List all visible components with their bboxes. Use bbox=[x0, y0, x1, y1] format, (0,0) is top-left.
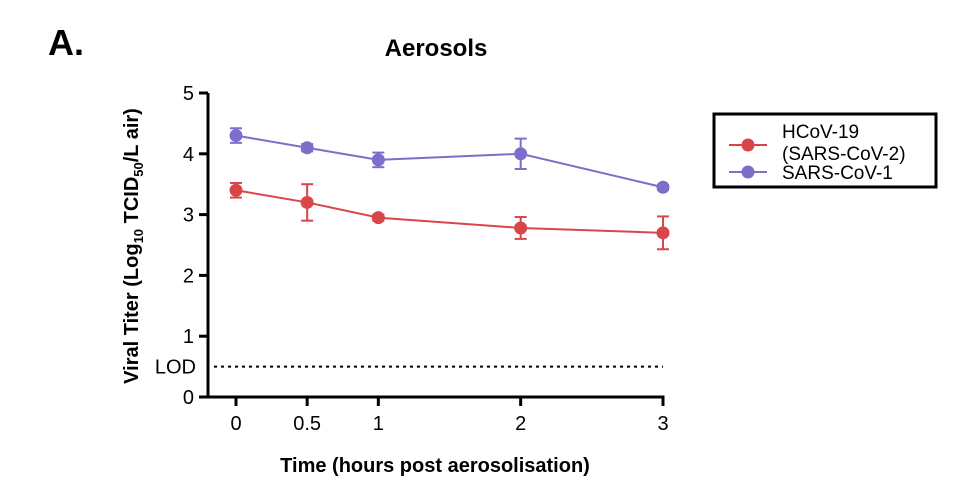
y-tick-label: 4 bbox=[183, 144, 194, 166]
legend-label: (SARS-CoV-2) bbox=[782, 144, 906, 165]
series-group bbox=[229, 127, 670, 251]
y-tick-label: 2 bbox=[183, 265, 194, 287]
y-axis-title-sub1: 10 bbox=[131, 229, 146, 243]
y-tick-label: 1 bbox=[183, 326, 194, 348]
series-line bbox=[235, 134, 664, 189]
x-tick-label: 0.5 bbox=[293, 413, 321, 435]
lod-label: LOD bbox=[155, 357, 196, 379]
legend-label: SARS-CoV-1 bbox=[782, 163, 893, 184]
lod-line-group: LOD bbox=[155, 357, 663, 379]
y-tick-label: 5 bbox=[183, 83, 194, 105]
y-axis-title-middle: TCID bbox=[121, 177, 143, 229]
data-point bbox=[656, 180, 670, 194]
series-1 bbox=[229, 127, 670, 194]
data-point bbox=[656, 226, 670, 240]
legend-swatch-marker bbox=[741, 138, 755, 152]
legend-item-1: SARS-CoV-1 bbox=[729, 163, 893, 184]
data-point bbox=[229, 183, 243, 197]
data-point bbox=[371, 211, 385, 225]
panel-label: A. bbox=[48, 22, 84, 63]
data-point bbox=[300, 141, 314, 155]
legend-label: HCoV-19 bbox=[782, 122, 859, 143]
data-point bbox=[371, 153, 385, 167]
data-point bbox=[229, 129, 243, 143]
y-axis-title-suffix: /L air) bbox=[121, 108, 143, 162]
data-point bbox=[514, 221, 528, 235]
y-axis-title: Viral Titer (Log10 TCID50/L air) bbox=[121, 108, 146, 384]
x-tick-label: 2 bbox=[515, 413, 526, 435]
y-axis-title-sub2: 50 bbox=[131, 162, 146, 176]
series-0 bbox=[229, 181, 670, 251]
y-tick-label: 0 bbox=[183, 387, 194, 409]
chart-title: Aerosols bbox=[385, 35, 488, 62]
legend-swatch-marker bbox=[741, 165, 755, 179]
series-line bbox=[235, 189, 664, 234]
legend-item-0: HCoV-19(SARS-CoV-2) bbox=[729, 122, 906, 165]
axes: 0 1 2 3 4 5 0 0.5 1 2 3 bbox=[183, 83, 669, 435]
y-axis-title-prefix: Viral Titer (Log bbox=[121, 243, 143, 383]
data-point bbox=[514, 147, 528, 161]
legend: HCoV-19(SARS-CoV-2)SARS-CoV-1 bbox=[712, 112, 938, 189]
y-tick-label: 3 bbox=[183, 205, 194, 227]
x-axis-title: Time (hours post aerosolisation) bbox=[280, 455, 590, 477]
data-point bbox=[300, 195, 314, 209]
x-tick-label: 3 bbox=[657, 413, 668, 435]
x-tick-label: 0 bbox=[230, 413, 241, 435]
svg-text:Viral Titer (Log10 TCID50/L ai: Viral Titer (Log10 TCID50/L air) bbox=[121, 108, 146, 384]
x-tick-label: 1 bbox=[373, 413, 384, 435]
